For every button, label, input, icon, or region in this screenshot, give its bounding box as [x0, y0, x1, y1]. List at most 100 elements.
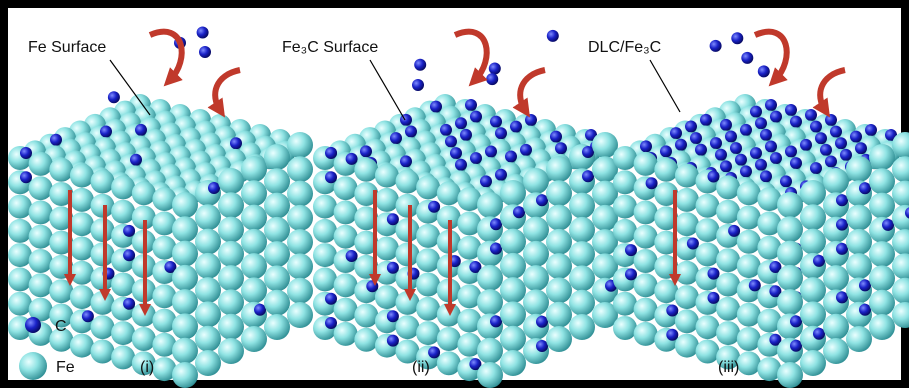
c-atom [800, 139, 812, 151]
c-atom [20, 147, 32, 159]
fe-atom [546, 229, 572, 255]
c-atom [835, 137, 847, 149]
c-atom [720, 160, 732, 172]
c-atom [495, 169, 507, 181]
fe-atom [70, 334, 94, 358]
c-atom [660, 145, 672, 157]
c-atom [455, 117, 467, 129]
c-atom [790, 315, 802, 327]
c-atom [230, 137, 242, 149]
c-atom [750, 106, 762, 118]
fe-atom [737, 327, 761, 351]
fe-atom [569, 193, 595, 219]
fe-atom [218, 168, 244, 194]
fe-atom [416, 224, 440, 248]
c-atom [123, 225, 135, 237]
c-atom [666, 305, 678, 317]
fe-atom [29, 176, 53, 200]
fe-atom [823, 314, 849, 340]
c-atom [582, 170, 594, 182]
fe-atom [172, 241, 198, 267]
fe-atom [613, 292, 637, 316]
c-atom [547, 30, 559, 42]
fe-atom [800, 204, 826, 230]
panel-label: (ii) [412, 359, 430, 376]
c-atom [760, 170, 772, 182]
c-atom [536, 340, 548, 352]
fe-atom [287, 302, 313, 328]
c-atom [428, 201, 440, 213]
fe-atom [696, 218, 720, 242]
fe-atom [195, 229, 221, 255]
c-atom [490, 218, 502, 230]
fe-atom [716, 175, 740, 199]
c-atom [450, 147, 462, 159]
fe-atom [70, 188, 94, 212]
fe-atom [375, 237, 399, 261]
c-atom [836, 291, 848, 303]
c-atom [100, 126, 112, 138]
c-atom [785, 146, 797, 158]
c-atom [790, 116, 802, 128]
fe-atom [500, 301, 526, 327]
fe-atom [477, 265, 503, 291]
fe-atom [29, 249, 53, 273]
fe-atom [634, 273, 658, 297]
c-atom [859, 182, 871, 194]
fe-atom [396, 194, 420, 218]
fe-atom [70, 164, 94, 188]
fe-atom [264, 193, 290, 219]
fe-atom [111, 345, 135, 369]
c-atom [740, 124, 752, 136]
fe-atom [29, 152, 53, 176]
c-atom [836, 243, 848, 255]
fe-atom [264, 144, 290, 170]
fe-atom [500, 326, 526, 352]
fe-atom [111, 321, 135, 345]
fe-atom [111, 273, 135, 297]
c-atom [520, 144, 532, 156]
fe-atom [8, 219, 32, 243]
fe-atom [396, 242, 420, 266]
c-atom [813, 255, 825, 267]
fe-atom [846, 205, 872, 231]
c-atom [510, 121, 522, 133]
fe-atom [218, 217, 244, 243]
fe-atom [634, 200, 658, 224]
c-atom [825, 156, 837, 168]
fe-atom [654, 279, 678, 303]
fe-atom [634, 298, 658, 322]
fe3c-surface-label: Fe₃C Surface [282, 39, 378, 56]
fe-atom [869, 193, 895, 219]
fe-atom [218, 241, 244, 267]
fe-atom [49, 279, 73, 303]
fe-atom [287, 278, 313, 304]
fe-atom [696, 194, 720, 218]
fe-atom [675, 212, 699, 236]
c-atom [625, 268, 637, 280]
fe-atom [869, 144, 895, 170]
c-atom [780, 175, 792, 187]
fe-atom [546, 326, 572, 352]
fe-atom [737, 230, 761, 254]
c-atom [470, 152, 482, 164]
fe-atom [334, 176, 358, 200]
fe-atom [218, 338, 244, 364]
c-atom [513, 206, 525, 218]
fe-atom [500, 253, 526, 279]
fe-atom [737, 351, 761, 375]
c-atom [760, 129, 772, 141]
fe-atom [91, 218, 115, 242]
carbon-legend-swatch [25, 317, 41, 333]
fe-atom [523, 168, 549, 194]
fe-atom [477, 192, 503, 218]
c-atom [836, 194, 848, 206]
fe-atom [675, 261, 699, 285]
c-atom [412, 79, 424, 91]
fe-atom [546, 156, 572, 182]
fe-atom [716, 273, 740, 297]
fe-atom [241, 229, 267, 255]
c-atom [414, 59, 426, 71]
c-atom [325, 171, 337, 183]
c-atom [741, 52, 753, 64]
